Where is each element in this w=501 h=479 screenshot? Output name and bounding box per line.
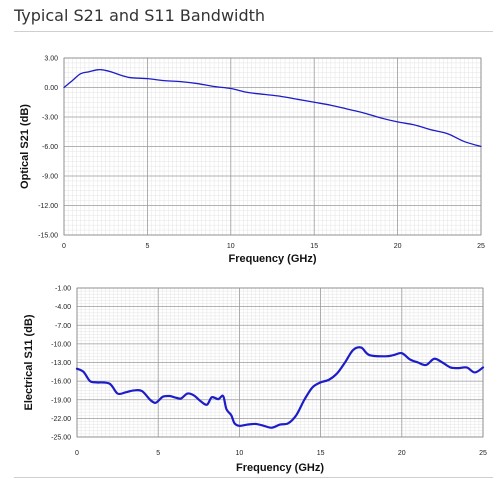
s21-chart: 0 5 10 15 20 25 3.00 0.00 -3.00 -6.00 -9.00 -12.00 -… [19, 56, 485, 266]
s11-series-line-0 [75, 346, 485, 429]
s21-x-tick-label: 20 [394, 243, 402, 250]
s21-x-tick-label: 0 [62, 243, 66, 250]
s21-series-line-0 [63, 68, 482, 148]
s21-y-tick-label: -9.00 [42, 174, 58, 181]
s11-x-tick-label: 20 [398, 450, 406, 457]
s21-x-axis-label: Frequency (GHz) [228, 253, 316, 265]
bottom-divider [14, 477, 493, 478]
s11-y-tick-label: -7.00 [55, 323, 71, 330]
s21-y-tick-label: -3.00 [42, 115, 58, 122]
s21-x-tick-label: 5 [145, 243, 149, 250]
s11-x-tick-label: 0 [75, 450, 79, 457]
s11-y-tick-label: -16.00 [51, 379, 71, 386]
s11-x-axis-label: Frequency (GHz) [236, 462, 324, 474]
s21-y-tick-label: 0.00 [44, 85, 58, 92]
s11-x-tick-label: 25 [479, 450, 487, 457]
title-divider [14, 31, 493, 32]
s11-y-tick-label: -19.00 [51, 397, 71, 404]
s11-chart: 0 5 10 15 20 25 -1.00 -4.00 -7.00 -10.00 -13.00 -16… [23, 286, 487, 475]
s11-x-tick-label: 15 [317, 450, 325, 457]
s11-y-tick-label: -1.00 [55, 286, 71, 293]
s21-y-tick-label: -12.00 [38, 203, 58, 210]
s11-y-tick-label: -13.00 [51, 360, 71, 367]
s21-y-tick-label: -15.00 [38, 233, 58, 240]
s11-y-tick-label: -4.00 [55, 304, 71, 311]
s11-x-tick-label: 10 [236, 450, 244, 457]
s21-y-axis-label: Optical S21 (dB) [19, 104, 31, 189]
s21-x-tick-label: 10 [227, 243, 235, 250]
s11-plot-frame [76, 287, 484, 438]
s21-y-tick-label: -6.00 [42, 144, 58, 151]
page-title: Typical S21 and S11 Bandwidth [14, 6, 266, 25]
s21-x-tick-label: 15 [310, 243, 318, 250]
s21-y-tick-label: 3.00 [44, 56, 58, 63]
s11-y-tick-label: -22.00 [51, 416, 71, 423]
s11-y-axis-label: Electrical S11 (dB) [23, 314, 35, 410]
s11-x-tick-label: 5 [156, 450, 160, 457]
s11-y-tick-label: -10.00 [51, 341, 71, 348]
s11-y-tick-label: -25.00 [51, 435, 71, 442]
s21-x-tick-label: 25 [477, 243, 485, 250]
